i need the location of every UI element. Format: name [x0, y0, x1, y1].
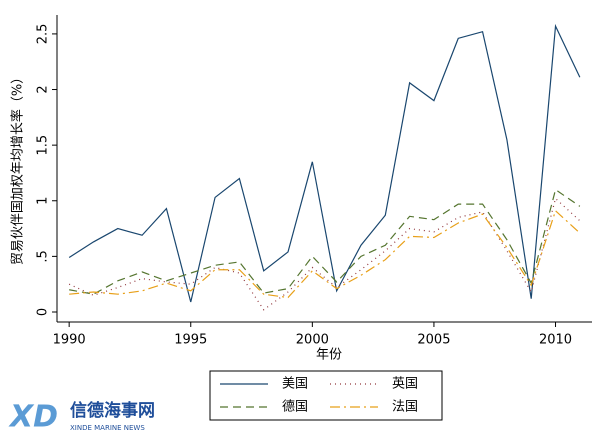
x-tick-label: 1990	[53, 333, 86, 348]
legend-label: 英国	[392, 377, 418, 392]
x-axis-title: 年份	[316, 348, 342, 363]
logo-text: 信德海事网	[70, 400, 155, 421]
x-tick-label: 2010	[539, 333, 572, 348]
y-tick-label: 1.5	[36, 135, 51, 156]
line-series	[69, 188, 581, 295]
logo: XD 信德海事网 XINDE MARINE NEWS	[8, 400, 155, 435]
y-tick-label: 1	[36, 197, 51, 205]
line-series	[68, 197, 581, 311]
line-series	[69, 209, 581, 299]
y-tick-label: 2	[36, 85, 51, 93]
legend-label: 法国	[392, 400, 418, 415]
y-tick-label: 2.5	[36, 24, 51, 45]
x-tick-label: 2005	[417, 333, 450, 348]
x-tick-label: 1995	[174, 333, 207, 348]
x-tick-label: 2000	[296, 333, 329, 348]
legend-label: 美国	[282, 377, 308, 392]
y-tick-label: .5	[36, 250, 51, 262]
logo-subtitle: XINDE MARINE NEWS	[70, 424, 145, 432]
line-series	[68, 23, 581, 303]
legend-label: 德国	[282, 400, 308, 415]
legend-box	[209, 370, 443, 421]
y-axis-title: 贸易伙伴国加权年均增长率（%）	[10, 71, 26, 265]
logo-mark: XD	[8, 400, 58, 435]
y-tick-label: 0	[36, 308, 51, 316]
